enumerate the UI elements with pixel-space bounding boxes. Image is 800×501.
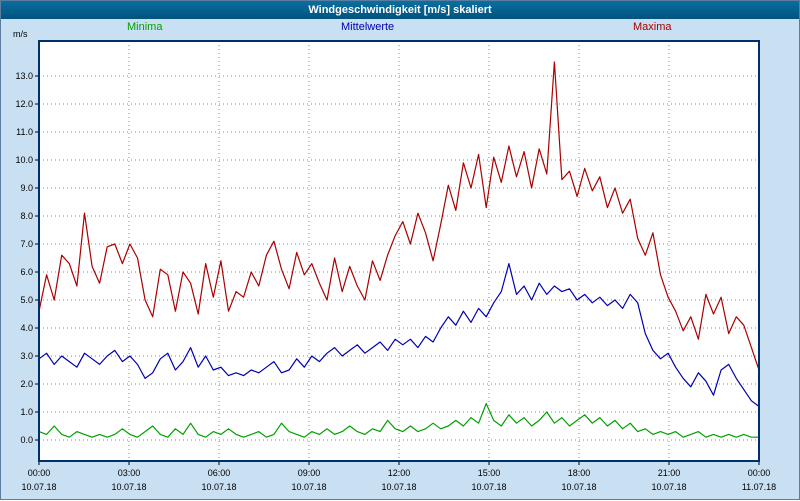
y-tick-label: 7.0 xyxy=(20,239,33,249)
y-tick-label: 13.0 xyxy=(15,71,33,81)
y-tick-label: 6.0 xyxy=(20,267,33,277)
y-axis-unit-label: m/s xyxy=(13,29,28,39)
y-tick-label: 2.0 xyxy=(20,379,33,389)
x-tick-date-label: 10.07.18 xyxy=(21,482,56,492)
y-tick-label: 3.0 xyxy=(20,351,33,361)
series-line-mittelwerte xyxy=(38,263,760,407)
x-tick-date-label: 10.07.18 xyxy=(201,482,236,492)
y-tick-label: 5.0 xyxy=(20,295,33,305)
x-tick-time-label: 00:00 xyxy=(748,468,771,478)
y-tick-label: 11.0 xyxy=(16,127,33,137)
legend: Minima Mittelwerte Maxima xyxy=(1,21,799,37)
window-title: Windgeschwindigkeit [m/s] skaliert xyxy=(1,1,799,19)
x-tick-time-label: 00:00 xyxy=(28,468,51,478)
legend-item-mittelwerte: Mittelwerte xyxy=(341,21,395,33)
x-tick-date-label: 10.07.18 xyxy=(651,482,686,492)
series-line-minima xyxy=(38,403,759,438)
x-tick-time-label: 18:00 xyxy=(568,468,591,478)
y-tick-label: 8.0 xyxy=(20,211,33,221)
x-tick-time-label: 21:00 xyxy=(658,468,681,478)
legend-item-minima: Minima xyxy=(127,21,163,33)
plot-area xyxy=(39,41,759,461)
x-tick-time-label: 03:00 xyxy=(118,468,141,478)
x-tick-time-label: 09:00 xyxy=(298,468,321,478)
y-tick-label: 12.0 xyxy=(15,99,33,109)
x-tick-date-label: 10.07.18 xyxy=(561,482,596,492)
y-tick-label: 0.0 xyxy=(20,435,33,445)
x-tick-date-label: 10.07.18 xyxy=(381,482,416,492)
x-tick-time-label: 06:00 xyxy=(208,468,231,478)
y-tick-label: 4.0 xyxy=(20,323,33,333)
y-tick-label: 1.0 xyxy=(20,407,33,417)
x-tick-time-label: 12:00 xyxy=(388,468,411,478)
x-tick-date-label: 10.07.18 xyxy=(111,482,146,492)
plot-frame xyxy=(38,40,760,462)
y-tick-label: 10.0 xyxy=(15,155,33,165)
y-tick-label: 9.0 xyxy=(20,183,33,193)
x-tick-date-label: 10.07.18 xyxy=(471,482,506,492)
x-tick-time-label: 15:00 xyxy=(478,468,501,478)
x-tick-date-label: 10.07.18 xyxy=(291,482,326,492)
series-line-maxima xyxy=(38,61,760,371)
x-tick-date-label: 11.07.18 xyxy=(742,482,776,492)
legend-item-maxima: Maxima xyxy=(633,21,672,33)
